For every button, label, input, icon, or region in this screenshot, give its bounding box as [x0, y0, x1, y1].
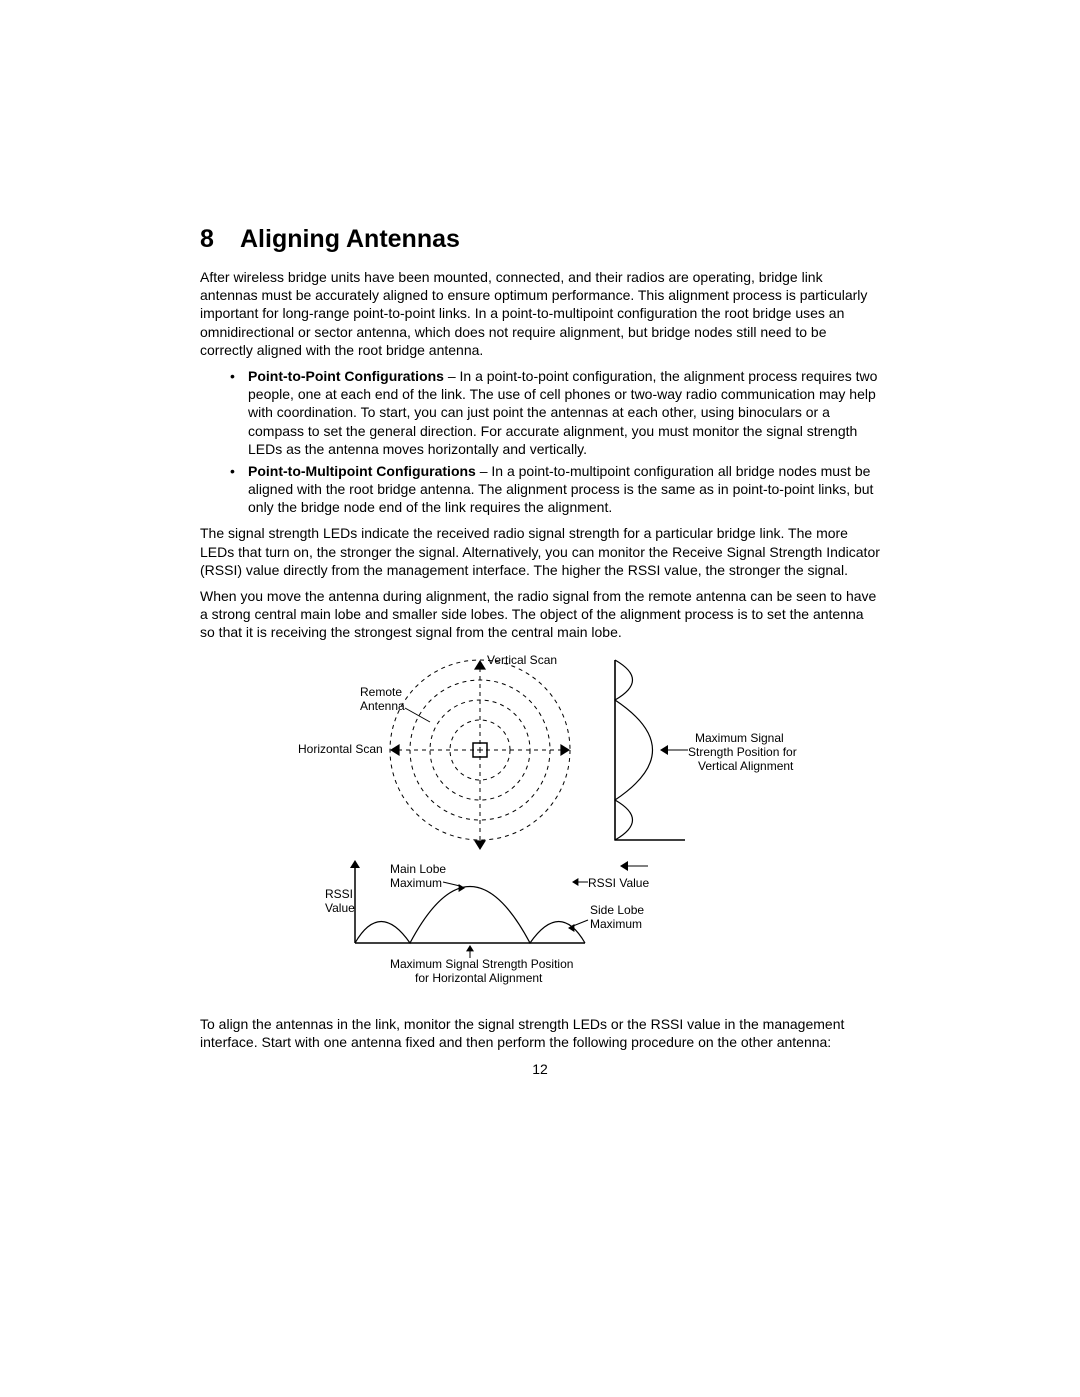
section-heading: 8 Aligning Antennas — [200, 225, 880, 254]
svg-text:Maximum: Maximum — [390, 876, 442, 890]
svg-text:RSSI Value: RSSI Value — [588, 876, 649, 890]
svg-text:Vertical Alignment: Vertical Alignment — [698, 759, 794, 773]
svg-text:Side Lobe: Side Lobe — [590, 903, 644, 917]
svg-text:Maximum Signal: Maximum Signal — [695, 731, 784, 745]
svg-text:Value: Value — [325, 901, 355, 915]
svg-text:Remote: Remote — [360, 685, 402, 699]
svg-text:Strength Position for: Strength Position for — [688, 745, 797, 759]
svg-text:Vertical Scan: Vertical Scan — [487, 653, 557, 667]
diagram-svg: Vertical Scan RemoteAntenna Horizontal Sca… — [270, 650, 810, 1000]
antenna-alignment-diagram: Vertical Scan RemoteAntenna Horizontal Sca… — [270, 650, 810, 1005]
bullet-p2mp-bold: Point-to-Multipoint Configurations — [248, 463, 476, 479]
lobe-paragraph: When you move the antenna during alignme… — [200, 587, 880, 642]
led-paragraph: The signal strength LEDs indicate the re… — [200, 524, 880, 579]
svg-text:Maximum: Maximum — [590, 917, 642, 931]
svg-text:RSSI: RSSI — [325, 887, 353, 901]
svg-text:Antenna: Antenna — [360, 699, 405, 713]
svg-text:Horizontal Scan: Horizontal Scan — [298, 742, 383, 756]
section-number: 8 — [200, 225, 240, 254]
bullet-p2p: Point-to-Point Configurations – In a poi… — [248, 367, 880, 458]
page-number: 12 — [0, 1061, 1080, 1077]
config-bullet-list: Point-to-Point Configurations – In a poi… — [200, 367, 880, 517]
procedure-paragraph: To align the antennas in the link, monit… — [200, 1015, 880, 1051]
svg-text:for Horizontal Alignment: for Horizontal Alignment — [415, 971, 543, 985]
section-title: Aligning Antennas — [240, 225, 460, 254]
bullet-p2p-bold: Point-to-Point Configurations — [248, 368, 444, 384]
bullet-p2mp: Point-to-Multipoint Configurations – In … — [248, 462, 880, 517]
svg-text:Maximum Signal Strength Positi: Maximum Signal Strength Position — [390, 957, 573, 971]
svg-text:Main Lobe: Main Lobe — [390, 862, 446, 876]
page: 8 Aligning Antennas After wireless bridg… — [0, 0, 1080, 1397]
intro-paragraph: After wireless bridge units have been mo… — [200, 268, 880, 359]
